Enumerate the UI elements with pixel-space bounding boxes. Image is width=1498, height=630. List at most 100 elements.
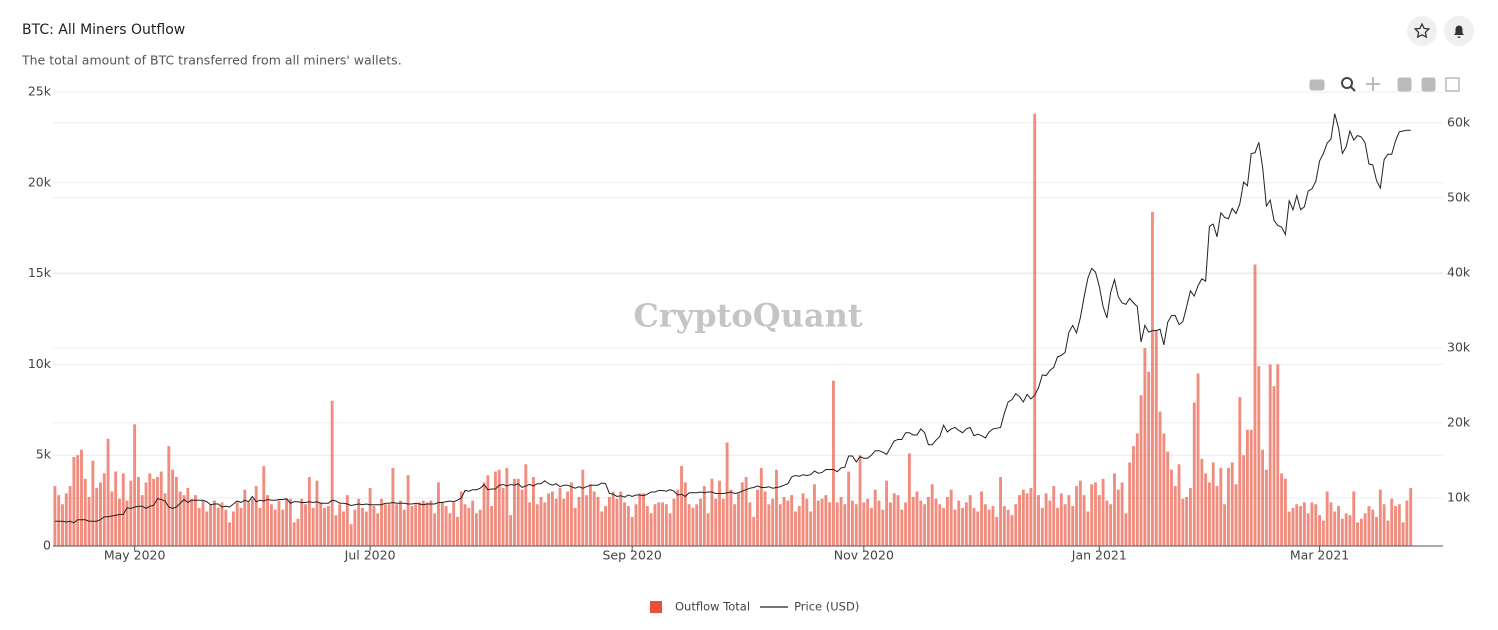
bar: [832, 380, 835, 546]
bar: [1397, 504, 1401, 546]
bar: [862, 502, 866, 546]
bar: [877, 500, 881, 546]
star-button[interactable]: [1407, 16, 1437, 46]
bar: [881, 509, 885, 546]
bar: [307, 476, 311, 546]
bar: [448, 513, 452, 546]
bar: [558, 487, 562, 546]
bar: [740, 482, 744, 546]
bar: [520, 489, 524, 546]
bar: [133, 424, 137, 546]
bar: [467, 507, 471, 546]
page-subtitle: The total amount of BTC transferred from…: [21, 53, 402, 68]
bar: [418, 502, 421, 546]
bar: [53, 486, 57, 546]
bar: [547, 493, 551, 546]
bar: [653, 504, 657, 546]
bar: [1367, 506, 1371, 546]
bar: [478, 509, 482, 546]
bar: [945, 496, 949, 546]
bar: [999, 476, 1002, 546]
bar: [501, 487, 505, 546]
bar: [1306, 513, 1310, 546]
bar: [813, 484, 816, 546]
bar: [668, 513, 672, 546]
bar: [1249, 429, 1253, 546]
zoom-icon[interactable]: [1341, 77, 1353, 89]
price-line: [54, 113, 1411, 524]
bar: [1268, 364, 1272, 546]
legend-item[interactable]: Price (USD): [760, 600, 859, 614]
zoom-out-icon[interactable]: [1421, 77, 1436, 92]
bar: [699, 498, 702, 546]
y-tick-label: 5k: [36, 447, 52, 462]
bar: [797, 506, 801, 546]
bar: [1226, 467, 1230, 546]
bar: [323, 507, 326, 546]
bar: [509, 515, 513, 546]
bar: [1173, 486, 1177, 546]
bar: [1287, 511, 1291, 546]
bar: [1075, 486, 1078, 546]
bar: [1242, 455, 1246, 546]
bar: [266, 495, 270, 546]
bar: [1340, 518, 1344, 546]
pan-icon[interactable]: [1366, 77, 1380, 91]
bar: [80, 449, 83, 546]
bar: [247, 502, 251, 546]
bar: [68, 486, 72, 546]
reset-icon[interactable]: [1445, 77, 1460, 92]
zoom-in-icon[interactable]: [1397, 77, 1412, 92]
bar: [319, 502, 323, 546]
bar: [843, 504, 847, 546]
bar: [444, 506, 448, 546]
bar: [1147, 371, 1151, 546]
bar: [1390, 498, 1394, 546]
bar: [1223, 504, 1227, 546]
bar: [683, 482, 687, 546]
bar: [607, 496, 611, 546]
bar: [562, 498, 566, 546]
bar: [896, 495, 900, 546]
y-tick-label: 10k: [28, 356, 52, 371]
bar: [771, 498, 775, 546]
bar: [1295, 504, 1299, 546]
bell-button[interactable]: [1444, 16, 1474, 46]
bar: [980, 491, 984, 546]
bar: [380, 498, 383, 546]
bar: [714, 498, 718, 546]
bar: [725, 442, 729, 546]
bar: [437, 482, 440, 546]
bar: [1177, 464, 1181, 546]
bar: [1302, 502, 1306, 546]
bar: [930, 484, 934, 546]
bar: [144, 482, 148, 546]
legend-item[interactable]: Outflow Total: [650, 600, 750, 614]
bar: [566, 491, 570, 546]
bar: [471, 500, 475, 546]
bar: [968, 495, 972, 546]
bar: [114, 471, 118, 546]
bar: [121, 473, 125, 546]
bar: [1002, 506, 1006, 546]
bar: [201, 500, 205, 546]
bar: [987, 509, 991, 546]
camera-icon[interactable]: [1309, 79, 1325, 91]
bar: [1162, 433, 1166, 546]
bar: [102, 473, 106, 546]
bar: [125, 500, 129, 546]
bar: [790, 495, 794, 546]
bar: [292, 522, 296, 546]
bar: [1120, 482, 1124, 546]
bar: [190, 498, 194, 546]
bar: [1116, 489, 1120, 546]
bar: [395, 504, 399, 546]
bar: [106, 438, 110, 546]
bar: [1139, 395, 1143, 546]
watermark: CryptoQuant: [633, 297, 863, 335]
bar: [1189, 487, 1192, 546]
bar: [585, 495, 589, 546]
bar: [957, 500, 961, 546]
bar: [869, 507, 873, 546]
bar: [775, 469, 778, 546]
